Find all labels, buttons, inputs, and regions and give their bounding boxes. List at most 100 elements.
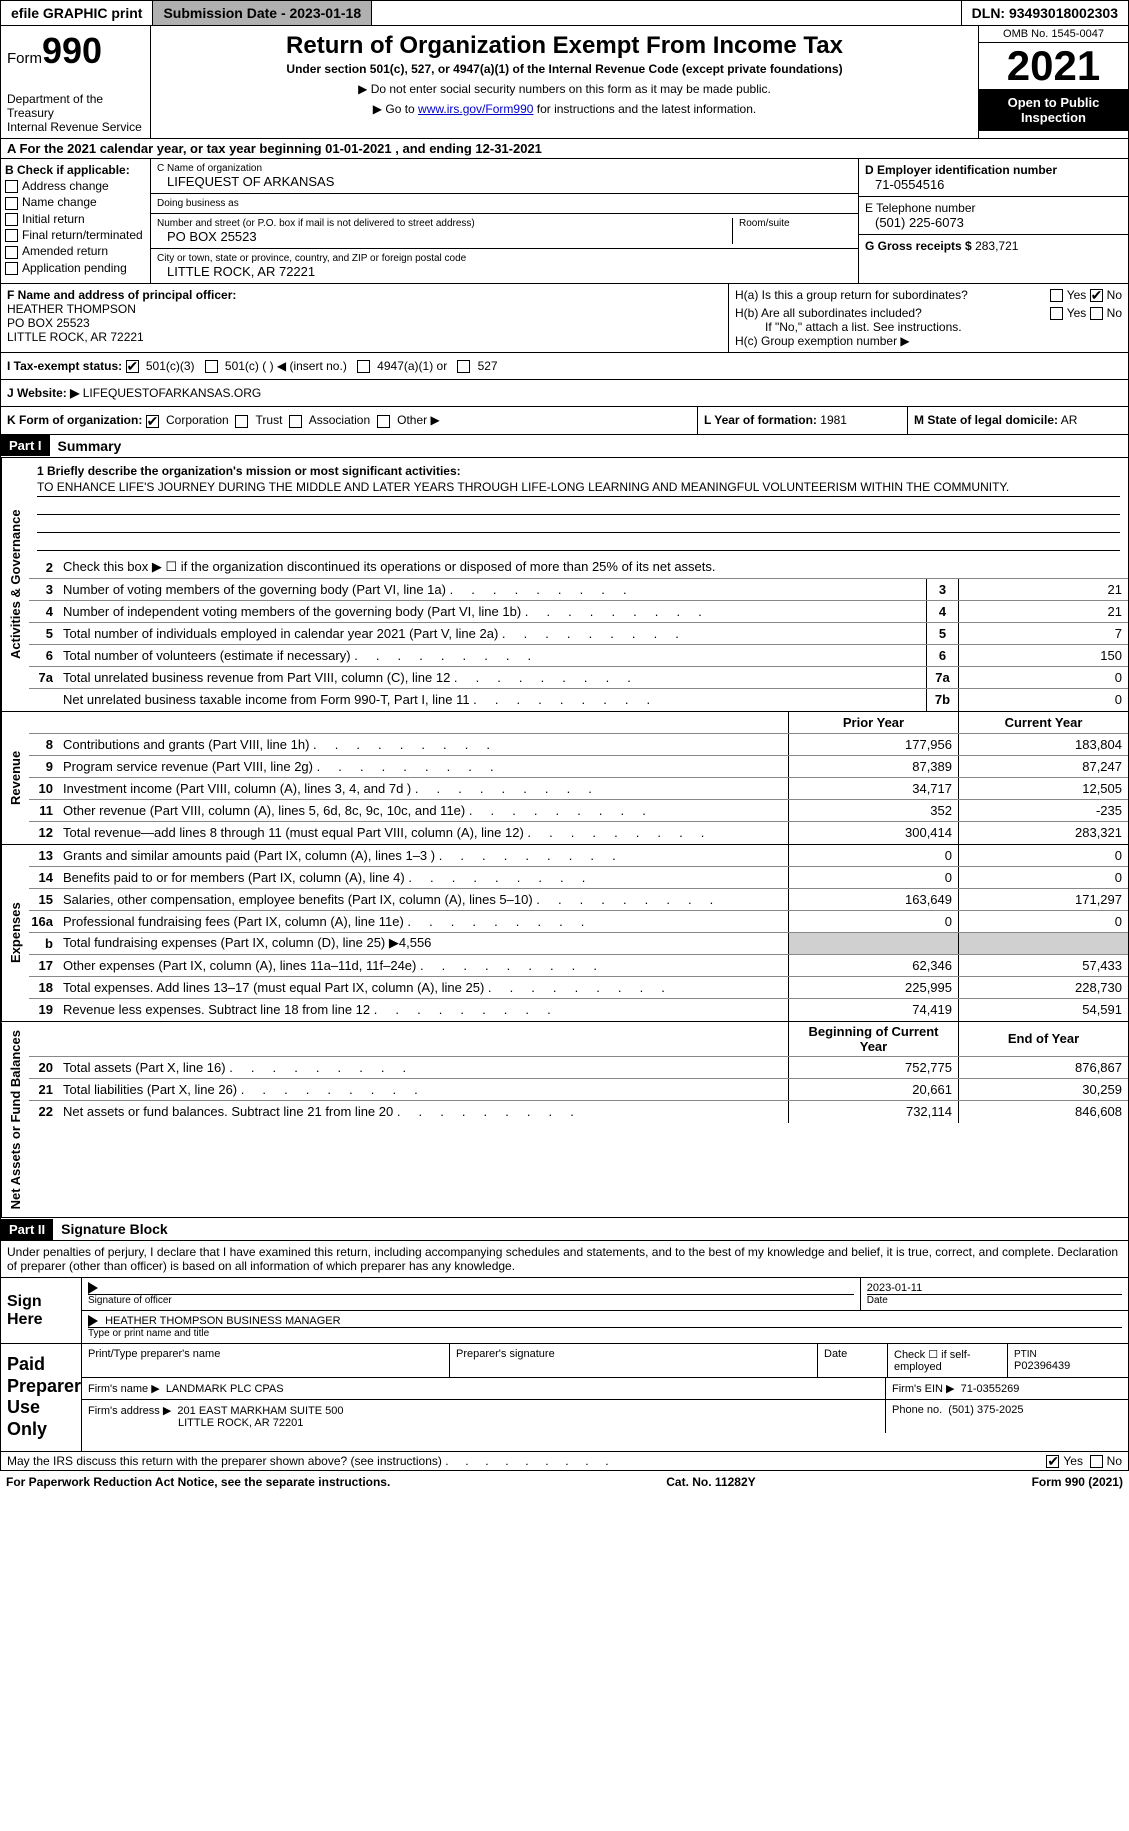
chk-527[interactable] — [457, 360, 470, 373]
q1-label: 1 Briefly describe the organization's mi… — [37, 464, 461, 478]
firm-addr2: LITTLE ROCK, AR 72201 — [88, 1417, 303, 1429]
chk-initial-return[interactable] — [5, 213, 18, 226]
chk-association[interactable] — [289, 415, 302, 428]
h-a-label: H(a) Is this a group return for subordin… — [735, 288, 968, 302]
chk-corporation[interactable] — [146, 415, 159, 428]
firm-addr1: 201 EAST MARKHAM SUITE 500 — [177, 1405, 343, 1417]
org-name: LIFEQUEST OF ARKANSAS — [157, 174, 852, 189]
side-label-revenue: Revenue — [1, 712, 29, 844]
dln-label: DLN: 93493018002303 — [961, 1, 1128, 25]
org-name-label: C Name of organization — [157, 163, 852, 174]
side-label-governance: Activities & Governance — [1, 458, 29, 711]
arrow-icon — [88, 1282, 98, 1294]
part2-badge: Part II — [1, 1219, 53, 1240]
footer-note: For Paperwork Reduction Act Notice, see … — [0, 1471, 1129, 1493]
paperwork-note: For Paperwork Reduction Act Notice, see … — [6, 1475, 390, 1489]
officer-addr2: LITTLE ROCK, AR 72221 — [7, 330, 144, 344]
inspection-label: Open to Public Inspection — [979, 89, 1128, 131]
org-info-block: B Check if applicable: Address change Na… — [0, 159, 1129, 284]
expenses-section: Expenses 13Grants and similar amounts pa… — [0, 845, 1129, 1022]
h-b-label: H(b) Are all subordinates included? — [735, 306, 922, 320]
row-klm: K Form of organization: Corporation Trus… — [0, 407, 1129, 434]
table-row: 10Investment income (Part VIII, column (… — [29, 778, 1128, 800]
print-name-label: Print/Type preparer's name — [82, 1344, 450, 1377]
sign-here-block: Sign Here Signature of officer 2023-01-1… — [0, 1278, 1129, 1344]
row-j-website: J Website: ▶ LIFEQUESTOFARKANSAS.ORG — [0, 380, 1129, 407]
chk-application-pending[interactable] — [5, 262, 18, 275]
table-row: 5Total number of individuals employed in… — [29, 623, 1128, 645]
discuss-row: May the IRS discuss this return with the… — [0, 1452, 1129, 1471]
h-b-note: If "No," attach a list. See instructions… — [735, 320, 1122, 334]
chk-discuss-yes[interactable] — [1046, 1455, 1059, 1468]
prep-date-label: Date — [818, 1344, 888, 1377]
sign-name-value: HEATHER THOMPSON BUSINESS MANAGER — [105, 1315, 341, 1327]
phone-value: (501) 225-6073 — [865, 215, 1122, 230]
ein-label: D Employer identification number — [865, 163, 1122, 177]
side-label-expenses: Expenses — [1, 845, 29, 1021]
chk-ha-no[interactable] — [1090, 289, 1103, 302]
dba-label: Doing business as — [157, 198, 852, 209]
tax-year: 2021 — [979, 43, 1128, 89]
omb-number: OMB No. 1545-0047 — [979, 26, 1128, 43]
chk-501c[interactable] — [205, 360, 218, 373]
table-row: 9Program service revenue (Part VIII, lin… — [29, 756, 1128, 778]
website-value: LIFEQUESTOFARKANSAS.ORG — [83, 386, 262, 400]
gross-receipts-value: 283,721 — [975, 239, 1018, 253]
ssn-note: ▶ Do not enter social security numbers o… — [159, 82, 970, 96]
officer-name: HEATHER THOMPSON — [7, 302, 136, 316]
governance-section: Activities & Governance 1 Briefly descri… — [0, 458, 1129, 712]
chk-4947[interactable] — [357, 360, 370, 373]
dept-treasury: Department of the Treasury — [7, 92, 144, 120]
prep-sig-label: Preparer's signature — [450, 1344, 818, 1377]
officer-addr1: PO BOX 25523 — [7, 316, 90, 330]
form-subtitle: Under section 501(c), 527, or 4947(a)(1)… — [159, 62, 970, 76]
sign-here-label: Sign Here — [1, 1278, 81, 1343]
chk-ha-yes[interactable] — [1050, 289, 1063, 302]
chk-501c3[interactable] — [126, 360, 139, 373]
table-row: Net unrelated business taxable income fr… — [29, 689, 1128, 711]
preparer-block: Paid Preparer Use Only Print/Type prepar… — [0, 1344, 1129, 1451]
form-label: Form — [7, 50, 42, 67]
chk-other[interactable] — [377, 415, 390, 428]
room-label: Room/suite — [739, 218, 852, 229]
addr-value: PO BOX 25523 — [157, 229, 732, 244]
revenue-section: Revenue Prior Year Current Year 8Contrib… — [0, 712, 1129, 845]
city-value: LITTLE ROCK, AR 72221 — [157, 264, 852, 279]
state-domicile: AR — [1061, 413, 1078, 427]
firm-name: LANDMARK PLC CPAS — [166, 1383, 284, 1395]
prior-year-header: Prior Year — [788, 712, 958, 733]
signature-section: Under penalties of perjury, I declare th… — [0, 1241, 1129, 1278]
table-row: 6Total number of volunteers (estimate if… — [29, 645, 1128, 667]
goto-note: ▶ Go to www.irs.gov/Form990 for instruct… — [159, 102, 970, 116]
form-title: Return of Organization Exempt From Incom… — [159, 32, 970, 60]
chk-trust[interactable] — [235, 415, 248, 428]
h-c-label: H(c) Group exemption number ▶ — [735, 334, 1122, 348]
chk-hb-no[interactable] — [1090, 307, 1103, 320]
efile-button[interactable]: efile GRAPHIC print — [1, 1, 153, 25]
chk-name-change[interactable] — [5, 197, 18, 210]
form-number: 990 — [42, 30, 102, 71]
part1-badge: Part I — [1, 435, 50, 456]
arrow-icon — [88, 1315, 98, 1327]
addr-label: Number and street (or P.O. box if mail i… — [157, 218, 732, 229]
table-row: 20Total assets (Part X, line 16)752,7758… — [29, 1057, 1128, 1079]
mission-text: TO ENHANCE LIFE'S JOURNEY DURING THE MID… — [37, 478, 1120, 497]
part2-header-row: Part II Signature Block — [0, 1218, 1129, 1241]
irs-link[interactable]: www.irs.gov/Form990 — [418, 102, 533, 116]
sig-officer-label: Signature of officer — [88, 1294, 854, 1306]
phone-label: E Telephone number — [865, 201, 1122, 215]
table-row: 3Number of voting members of the governi… — [29, 579, 1128, 601]
top-bar: efile GRAPHIC print Submission Date - 20… — [0, 0, 1129, 26]
netassets-section: Net Assets or Fund Balances Beginning of… — [0, 1022, 1129, 1218]
chk-hb-yes[interactable] — [1050, 307, 1063, 320]
chk-amended-return[interactable] — [5, 246, 18, 259]
table-row: 13Grants and similar amounts paid (Part … — [29, 845, 1128, 867]
submission-date: Submission Date - 2023-01-18 — [153, 1, 372, 25]
part1-header-row: Part I Summary — [0, 435, 1129, 458]
firm-ein: 71-0355269 — [961, 1383, 1020, 1395]
chk-address-change[interactable] — [5, 180, 18, 193]
chk-final-return[interactable] — [5, 229, 18, 242]
part1-title: Summary — [50, 435, 130, 457]
table-row: 4Number of independent voting members of… — [29, 601, 1128, 623]
chk-discuss-no[interactable] — [1090, 1455, 1103, 1468]
